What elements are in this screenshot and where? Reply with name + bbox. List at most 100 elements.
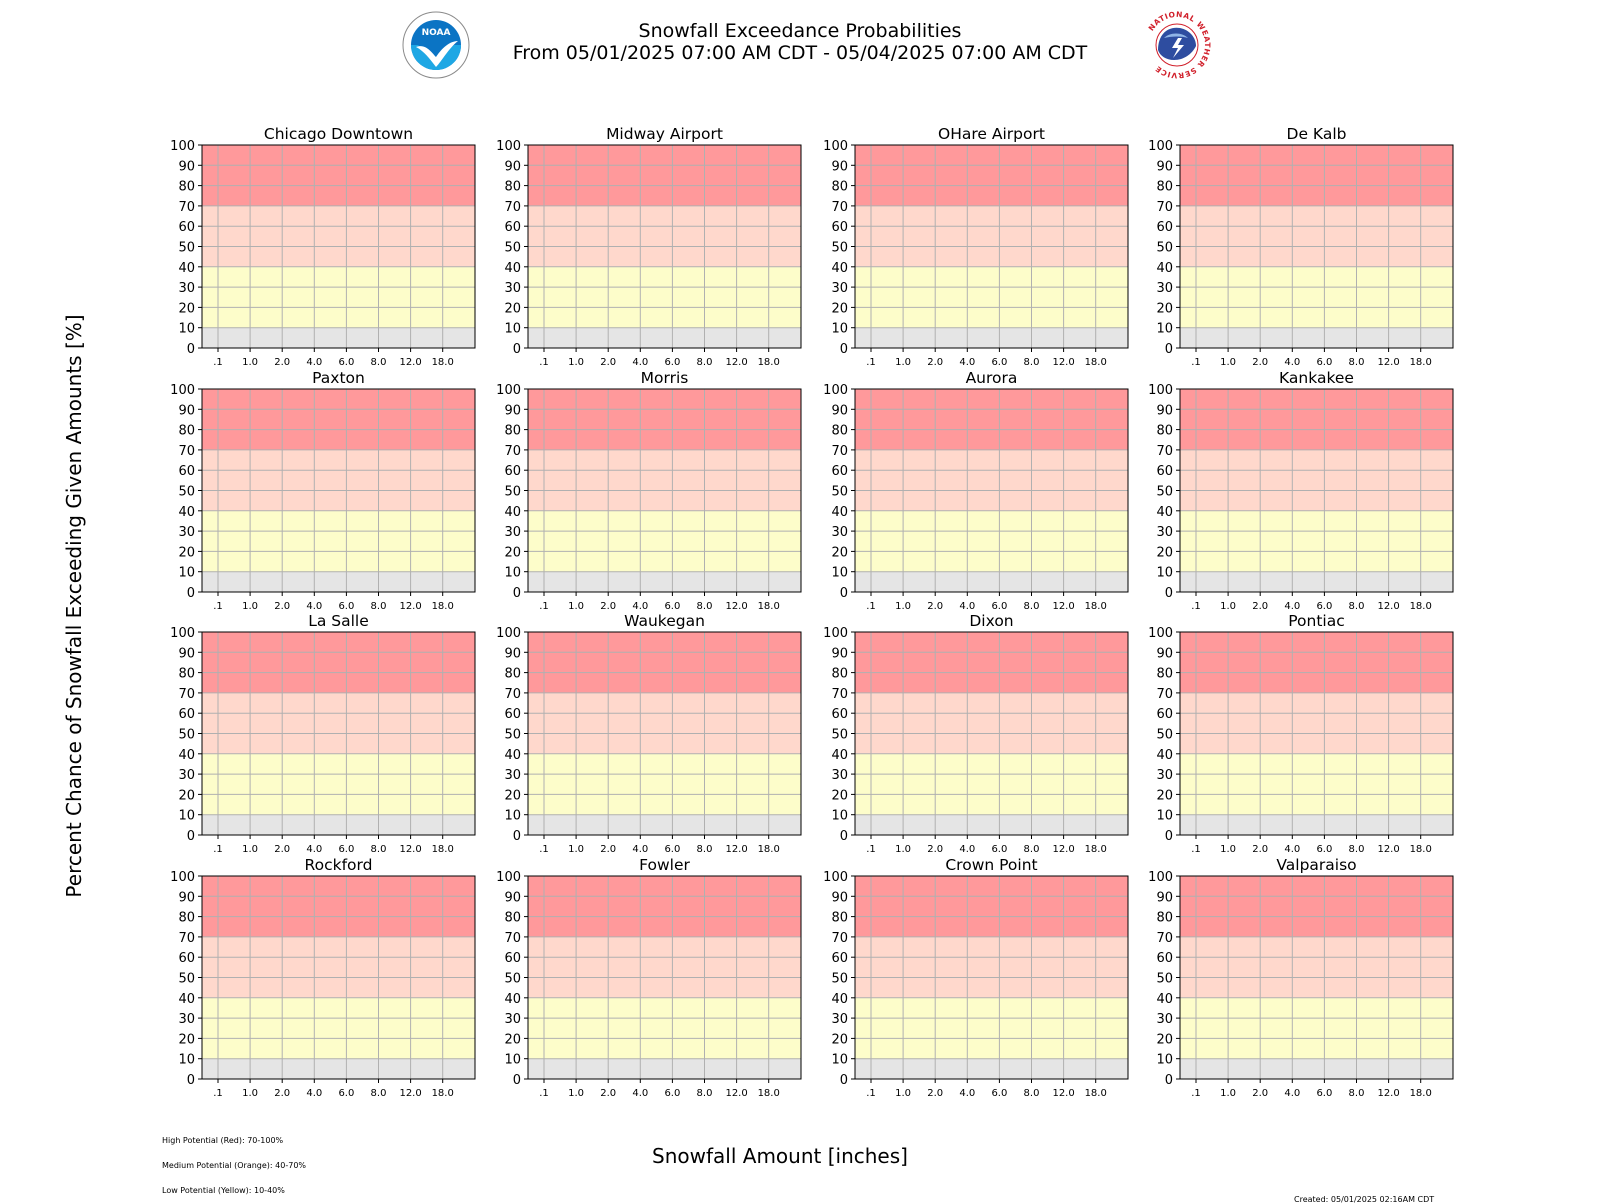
y-tick-label: 60 bbox=[504, 464, 521, 479]
y-tick-label: 20 bbox=[178, 788, 195, 803]
x-tick-label: 6.0 bbox=[1316, 1088, 1332, 1099]
y-tick-label: 100 bbox=[496, 870, 521, 885]
y-tick-label: 90 bbox=[178, 646, 195, 661]
band-0-10 bbox=[528, 327, 801, 348]
x-tick-label: 18.0 bbox=[432, 844, 454, 855]
y-tick-label: 50 bbox=[1156, 241, 1173, 256]
band-0-10 bbox=[855, 571, 1128, 592]
x-tick-label: 18.0 bbox=[1410, 357, 1432, 368]
y-tick-label: 80 bbox=[1156, 911, 1173, 926]
y-tick-label: 0 bbox=[1165, 829, 1173, 844]
chart-title: Snowfall Exceedance Probabilities From 0… bbox=[0, 20, 1600, 64]
y-tick-label: 60 bbox=[1156, 464, 1173, 479]
x-tick-label: 1.0 bbox=[568, 1088, 584, 1099]
y-tick-label: 70 bbox=[1156, 687, 1173, 702]
band-0-10 bbox=[528, 571, 801, 592]
x-tick-label: 18.0 bbox=[432, 601, 454, 612]
x-tick-label: 1.0 bbox=[568, 357, 584, 368]
y-tick-label: 30 bbox=[831, 768, 848, 783]
band-40-70 bbox=[202, 205, 475, 267]
x-tick-label: 12.0 bbox=[725, 601, 747, 612]
y-tick-label: 50 bbox=[178, 728, 195, 743]
x-tick-label: 6.0 bbox=[664, 601, 680, 612]
y-tick-label: 0 bbox=[187, 342, 195, 357]
x-tick-label: 4.0 bbox=[959, 357, 975, 368]
y-tick-label: 70 bbox=[1156, 931, 1173, 946]
x-tick-label: .1 bbox=[213, 601, 223, 612]
x-tick-label: 6.0 bbox=[1316, 357, 1332, 368]
band-40-70 bbox=[855, 936, 1128, 998]
y-tick-label: 0 bbox=[1165, 586, 1173, 601]
x-tick-label: 18.0 bbox=[1085, 357, 1107, 368]
panel-dixon: 0 10 20 30 40 50 60 70 80 90 100 .1 1.0 2.0 4.0 6.0 8.0 1… bbox=[823, 612, 1129, 855]
y-tick-label: 60 bbox=[831, 707, 848, 722]
panel-midway-airport: 0 10 20 30 40 50 60 70 80 90 100 .1 1.0 2.0 4.0 6.0 8.0 1… bbox=[496, 125, 802, 368]
band-10-40 bbox=[1180, 997, 1453, 1059]
y-tick-label: 30 bbox=[831, 1012, 848, 1027]
panel-la-salle: 0 10 20 30 40 50 60 70 80 90 100 .1 1.0 2.0 4.0 6.0 8.0 1… bbox=[170, 612, 476, 855]
x-tick-label: 12.0 bbox=[725, 1088, 747, 1099]
y-tick-label: 80 bbox=[1156, 424, 1173, 439]
band-40-70 bbox=[528, 936, 801, 998]
y-tick-label: 60 bbox=[831, 220, 848, 235]
band-10-40 bbox=[528, 753, 801, 815]
noaa-logo: NOAA bbox=[402, 11, 470, 79]
band-40-70 bbox=[855, 205, 1128, 267]
y-tick-label: 100 bbox=[170, 626, 195, 641]
x-tick-label: 18.0 bbox=[432, 357, 454, 368]
y-tick-label: 30 bbox=[504, 768, 521, 783]
x-tick-label: 12.0 bbox=[399, 844, 421, 855]
y-tick-label: 40 bbox=[831, 748, 848, 763]
x-tick-label: 8.0 bbox=[697, 601, 713, 612]
band-0-10 bbox=[202, 1058, 475, 1079]
y-tick-label: 70 bbox=[504, 444, 521, 459]
y-tick-label: 40 bbox=[1156, 505, 1173, 520]
y-tick-label: 60 bbox=[504, 951, 521, 966]
y-tick-label: 10 bbox=[178, 1053, 195, 1068]
y-tick-label: 90 bbox=[504, 646, 521, 661]
band-10-40 bbox=[855, 510, 1128, 572]
y-tick-label: 0 bbox=[840, 342, 848, 357]
y-tick-label: 30 bbox=[1156, 281, 1173, 296]
band-70-100 bbox=[528, 632, 801, 693]
y-tick-label: 70 bbox=[178, 687, 195, 702]
y-tick-label: 70 bbox=[831, 687, 848, 702]
y-tick-label: 20 bbox=[504, 301, 521, 316]
x-tick-label: .1 bbox=[866, 1088, 876, 1099]
y-tick-label: 100 bbox=[1148, 626, 1173, 641]
y-tick-label: 40 bbox=[1156, 992, 1173, 1007]
x-tick-label: 8.0 bbox=[1024, 601, 1040, 612]
band-10-40 bbox=[1180, 753, 1453, 815]
band-10-40 bbox=[855, 997, 1128, 1059]
band-40-70 bbox=[528, 449, 801, 511]
band-0-10 bbox=[528, 1058, 801, 1079]
band-0-10 bbox=[1180, 814, 1453, 835]
y-tick-label: 20 bbox=[831, 301, 848, 316]
band-40-70 bbox=[1180, 936, 1453, 998]
band-70-100 bbox=[202, 632, 475, 693]
y-tick-label: 100 bbox=[170, 870, 195, 885]
band-70-100 bbox=[528, 145, 801, 206]
y-tick-label: 80 bbox=[178, 180, 195, 195]
y-tick-label: 70 bbox=[504, 931, 521, 946]
y-tick-label: 80 bbox=[831, 911, 848, 926]
x-tick-label: .1 bbox=[539, 1088, 549, 1099]
panel-paxton: 0 10 20 30 40 50 60 70 80 90 100 .1 1.0 2.0 4.0 6.0 8.0 1… bbox=[170, 369, 476, 612]
panel-title: Kankakee bbox=[1279, 369, 1354, 387]
x-tick-label: 6.0 bbox=[338, 601, 354, 612]
x-tick-label: 8.0 bbox=[697, 357, 713, 368]
panel-morris: 0 10 20 30 40 50 60 70 80 90 100 .1 1.0 2.0 4.0 6.0 8.0 1… bbox=[496, 369, 802, 612]
x-tick-label: 2.0 bbox=[600, 1088, 616, 1099]
legend-note-medium: Medium Potential (Orange): 40-70% bbox=[162, 1161, 307, 1170]
x-tick-label: .1 bbox=[1191, 357, 1201, 368]
x-tick-label: 4.0 bbox=[632, 357, 648, 368]
panel-title: Waukegan bbox=[624, 612, 705, 630]
y-tick-label: 20 bbox=[178, 1032, 195, 1047]
y-tick-label: 50 bbox=[831, 728, 848, 743]
panel-title: Morris bbox=[641, 369, 689, 387]
y-tick-label: 100 bbox=[496, 626, 521, 641]
y-tick-label: 100 bbox=[823, 870, 848, 885]
y-tick-label: 0 bbox=[187, 1073, 195, 1088]
x-tick-label: 8.0 bbox=[1024, 844, 1040, 855]
y-tick-label: 80 bbox=[1156, 180, 1173, 195]
